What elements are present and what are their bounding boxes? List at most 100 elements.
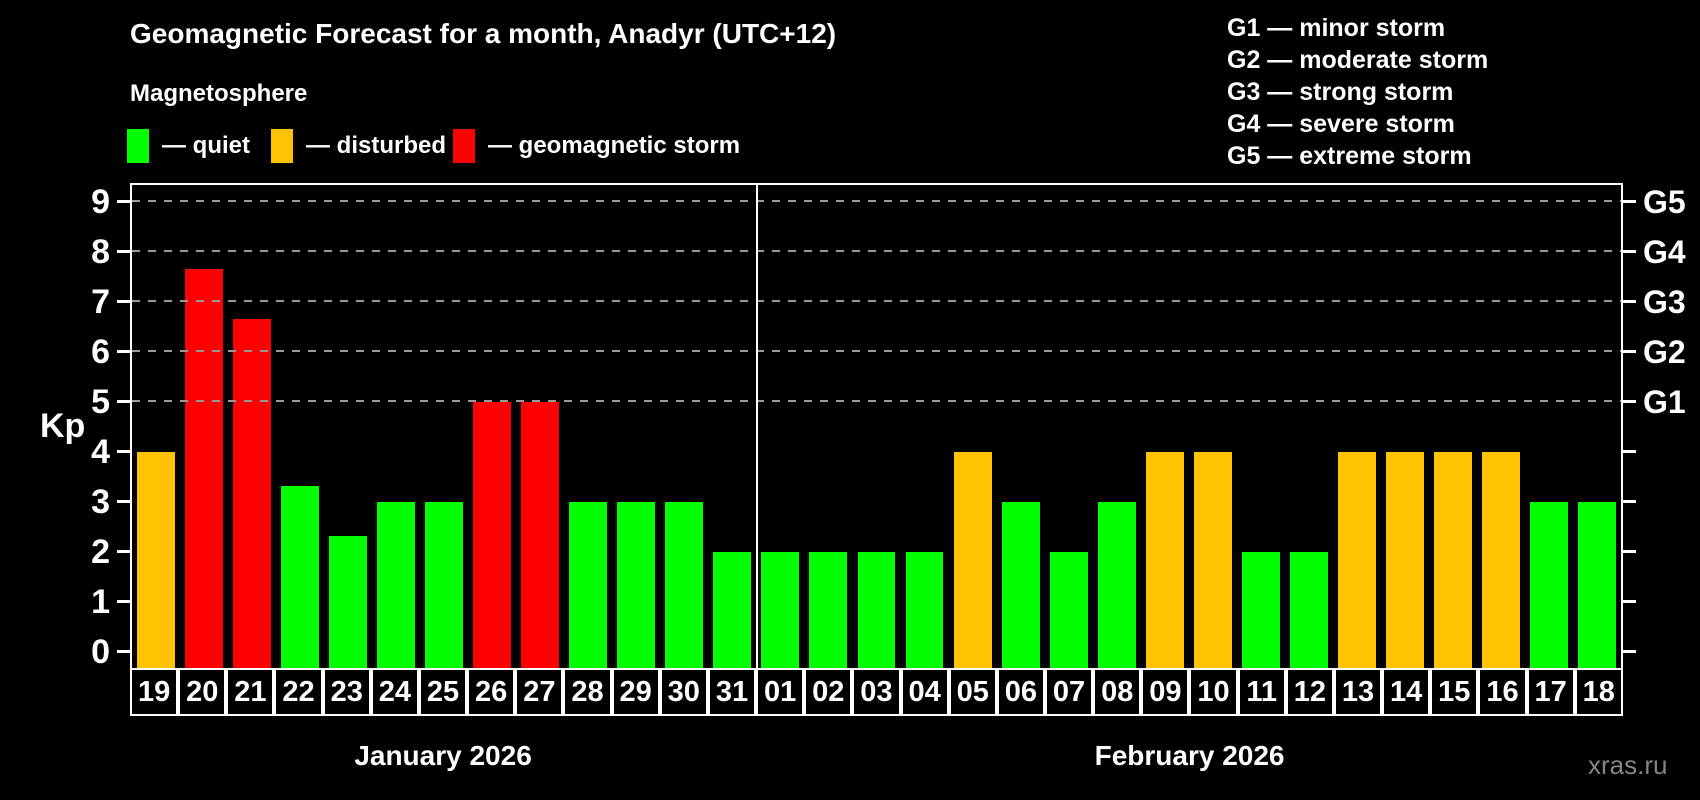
kp-bar-25 — [425, 502, 464, 668]
date-cell: 31 — [707, 668, 757, 716]
left-axis-tick — [117, 250, 130, 253]
gridline-kp6 — [132, 350, 1621, 352]
kp-bar-04 — [905, 552, 944, 668]
y-axis-tick-label: 0 — [91, 633, 110, 671]
bars — [132, 185, 1621, 668]
kp-bar-10 — [1193, 452, 1232, 668]
date-cell: 16 — [1478, 668, 1527, 716]
bar-slot — [228, 185, 276, 668]
kp-bar-01 — [761, 552, 800, 668]
date-cell: 12 — [1285, 668, 1334, 716]
bar-slot — [852, 185, 900, 668]
legend-item-storm: — geomagnetic storm — [453, 128, 740, 164]
y-axis-tick-label: 4 — [91, 433, 110, 471]
gridline-kp7 — [132, 300, 1621, 302]
kp-bar-16 — [1481, 452, 1520, 668]
left-axis-tick — [117, 550, 130, 553]
kp-bar-06 — [1001, 502, 1040, 668]
date-cell: 13 — [1333, 668, 1383, 716]
right-axis-tick — [1623, 400, 1636, 403]
y-axis-tick-label: 7 — [91, 283, 110, 321]
bar-slot — [901, 185, 949, 668]
date-cell: 02 — [804, 668, 853, 716]
left-axis-tick — [117, 650, 130, 653]
bar-slot — [1573, 185, 1621, 668]
y-axis-tick-label: 6 — [91, 333, 110, 371]
magnetosphere-subtitle: Magnetosphere — [130, 80, 308, 107]
right-axis-tick — [1623, 450, 1636, 453]
bar-slot — [1189, 185, 1237, 668]
kp-bar-18 — [1577, 502, 1616, 668]
page-title: Geomagnetic Forecast for a month, Anadyr… — [130, 18, 837, 49]
left-axis-tick — [117, 450, 130, 453]
kp-bar-28 — [569, 502, 608, 668]
kp-bar-03 — [857, 552, 896, 668]
gridline-kp8 — [132, 250, 1621, 252]
kp-bar-24 — [377, 502, 416, 668]
date-cell: 08 — [1093, 668, 1142, 716]
left-axis-tick — [117, 300, 130, 303]
g-scale-axis-label: G5 — [1643, 184, 1686, 220]
bar-slot — [468, 185, 516, 668]
right-axis-tick — [1623, 550, 1636, 553]
date-cell: 05 — [948, 668, 997, 716]
bar-slot — [949, 185, 997, 668]
kp-bar-20 — [185, 268, 224, 668]
date-axis: 19 20 21 22 23 24 25 26 27 28 29 30 31 01 02 03 04 05 06 07… — [130, 668, 1623, 716]
y-axis-title: Kp — [40, 407, 86, 445]
y-axis-tick-label: 5 — [91, 383, 110, 421]
g-scale-axis-label: G3 — [1643, 284, 1686, 320]
date-cell: 25 — [418, 668, 468, 716]
kp-bar-02 — [809, 552, 848, 668]
date-cell: 01 — [756, 668, 805, 716]
date-cell: 19 — [130, 668, 179, 716]
gridline-kp5 — [132, 400, 1621, 402]
left-axis-tick — [117, 500, 130, 503]
g4-legend-line: G4 — severe storm — [1227, 110, 1455, 138]
storm-color-swatch — [453, 129, 475, 163]
date-cell: 26 — [467, 668, 516, 716]
right-axis-tick — [1623, 500, 1636, 503]
legend-label-disturbed: — disturbed — [306, 132, 447, 159]
bar-slot — [660, 185, 708, 668]
bar-slot — [180, 185, 228, 668]
bar-slot — [516, 185, 564, 668]
date-cell: 22 — [274, 668, 323, 716]
kp-bar-09 — [1145, 452, 1184, 668]
kp-bar-14 — [1385, 452, 1424, 668]
kp-bar-15 — [1433, 452, 1472, 668]
left-axis-tick — [117, 400, 130, 403]
bar-slot — [132, 185, 180, 668]
kp-bar-26 — [473, 402, 512, 668]
month-divider — [756, 185, 759, 668]
bar-slot — [1381, 185, 1429, 668]
date-cell: 18 — [1574, 668, 1623, 716]
bar-slot — [997, 185, 1045, 668]
g1-legend-line: G1 — minor storm — [1227, 14, 1446, 42]
kp-bar-27 — [521, 402, 560, 668]
left-axis-tick — [117, 200, 130, 203]
date-cell: 28 — [563, 668, 612, 716]
right-axis-tick — [1623, 250, 1636, 253]
left-axis-tick — [117, 350, 130, 353]
kp-bar-23 — [329, 535, 368, 668]
bar-slot — [1333, 185, 1381, 668]
bar-slot — [1429, 185, 1477, 668]
bar-slot — [1477, 185, 1525, 668]
kp-bar-30 — [665, 502, 704, 668]
quiet-color-swatch — [127, 129, 149, 163]
right-axis-tick — [1623, 350, 1636, 353]
kp-bar-07 — [1049, 552, 1088, 668]
y-axis-tick-label: 2 — [91, 533, 110, 571]
g5-legend-line: G5 — extreme storm — [1227, 142, 1472, 170]
bar-slot — [1237, 185, 1285, 668]
bar-slot — [1285, 185, 1333, 668]
kp-bar-22 — [281, 485, 320, 668]
g-scale-axis-label: G2 — [1643, 334, 1686, 370]
y-axis-tick-label: 3 — [91, 483, 110, 521]
bar-slot — [1045, 185, 1093, 668]
date-cell: 07 — [1044, 668, 1094, 716]
date-cell: 29 — [611, 668, 660, 716]
date-cell: 30 — [659, 668, 708, 716]
